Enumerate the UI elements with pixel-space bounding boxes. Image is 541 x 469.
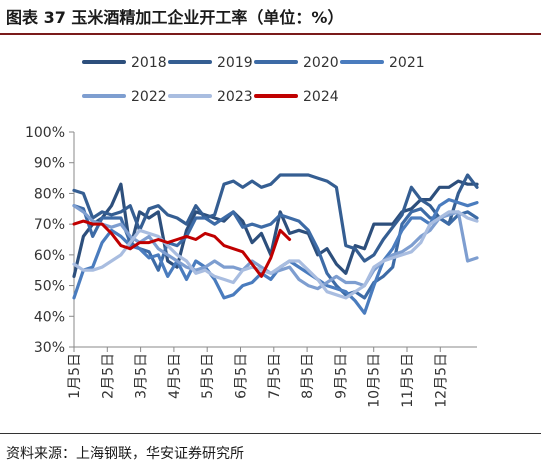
source-note: 资料来源：上海钢联，华安证券研究所: [6, 446, 244, 462]
y-tick-label: 90%: [34, 156, 65, 172]
x-axis: 1月5日 2月5日 3月5日 4月5日 5月5日 6月5日 7月5日 8月5日 9月5日 10月5…: [67, 346, 477, 408]
chart-title: 图表 37 玉米酒精加工企业开工率（单位：%）: [6, 8, 344, 27]
legend-label: 2018: [131, 55, 167, 71]
x-tick-label: 3月5日: [134, 353, 150, 399]
y-tick-label: 80%: [34, 186, 65, 202]
x-tick-label: 8月5日: [300, 353, 316, 399]
series-line-2018: [72, 179, 479, 278]
x-tick-label: 1月5日: [67, 353, 83, 399]
legend-label: 2021: [389, 55, 425, 71]
x-tick-label: 12月5日: [433, 353, 449, 408]
x-tick-label: 11月5日: [400, 353, 416, 408]
legend-item-2018: 2018: [82, 55, 167, 71]
x-tick-label: 7月5日: [267, 353, 283, 399]
x-tick-label: 2月5日: [100, 353, 116, 399]
legend-label: 2022: [131, 89, 167, 105]
series-line-2023: [72, 210, 479, 300]
legend-label: 2024: [303, 89, 339, 105]
legend-item-2021: 2021: [340, 55, 425, 71]
y-axis: 30% 40% 50% 60% 70% 80% 90% 100%: [25, 125, 75, 356]
y-tick-label: 50%: [34, 279, 65, 295]
series-line-2019: [72, 173, 479, 263]
x-tick-label: 6月5日: [234, 353, 250, 399]
legend-label: 2020: [303, 55, 339, 71]
chart-legend: 2018 2019 2020 2021 2022 2023 2024: [82, 55, 425, 105]
legend-item-2020: 2020: [254, 55, 339, 71]
legend-item-2024: 2024: [254, 89, 339, 105]
x-tick-label: 5月5日: [200, 353, 216, 399]
x-tick-label: 4月5日: [167, 353, 183, 399]
x-tick-label: 9月5日: [333, 353, 349, 399]
title-rule: [0, 33, 541, 35]
series-line-2024: [72, 219, 292, 278]
source-rule: [0, 433, 541, 434]
plot-lines: [72, 173, 479, 315]
x-tick-label: 10月5日: [367, 353, 383, 408]
legend-label: 2023: [217, 89, 253, 105]
legend-label: 2019: [217, 55, 253, 71]
y-tick-label: 70%: [34, 217, 65, 233]
y-tick-label: 100%: [25, 125, 65, 141]
line-chart: 2018 2019 2020 2021 2022 2023 2024 30% 40% 50% 60…: [25, 55, 479, 408]
y-tick-label: 60%: [34, 248, 65, 264]
y-tick-label: 30%: [34, 340, 65, 356]
legend-item-2022: 2022: [82, 89, 167, 105]
legend-item-2023: 2023: [168, 89, 253, 105]
y-tick-label: 40%: [34, 309, 65, 325]
legend-item-2019: 2019: [168, 55, 253, 71]
